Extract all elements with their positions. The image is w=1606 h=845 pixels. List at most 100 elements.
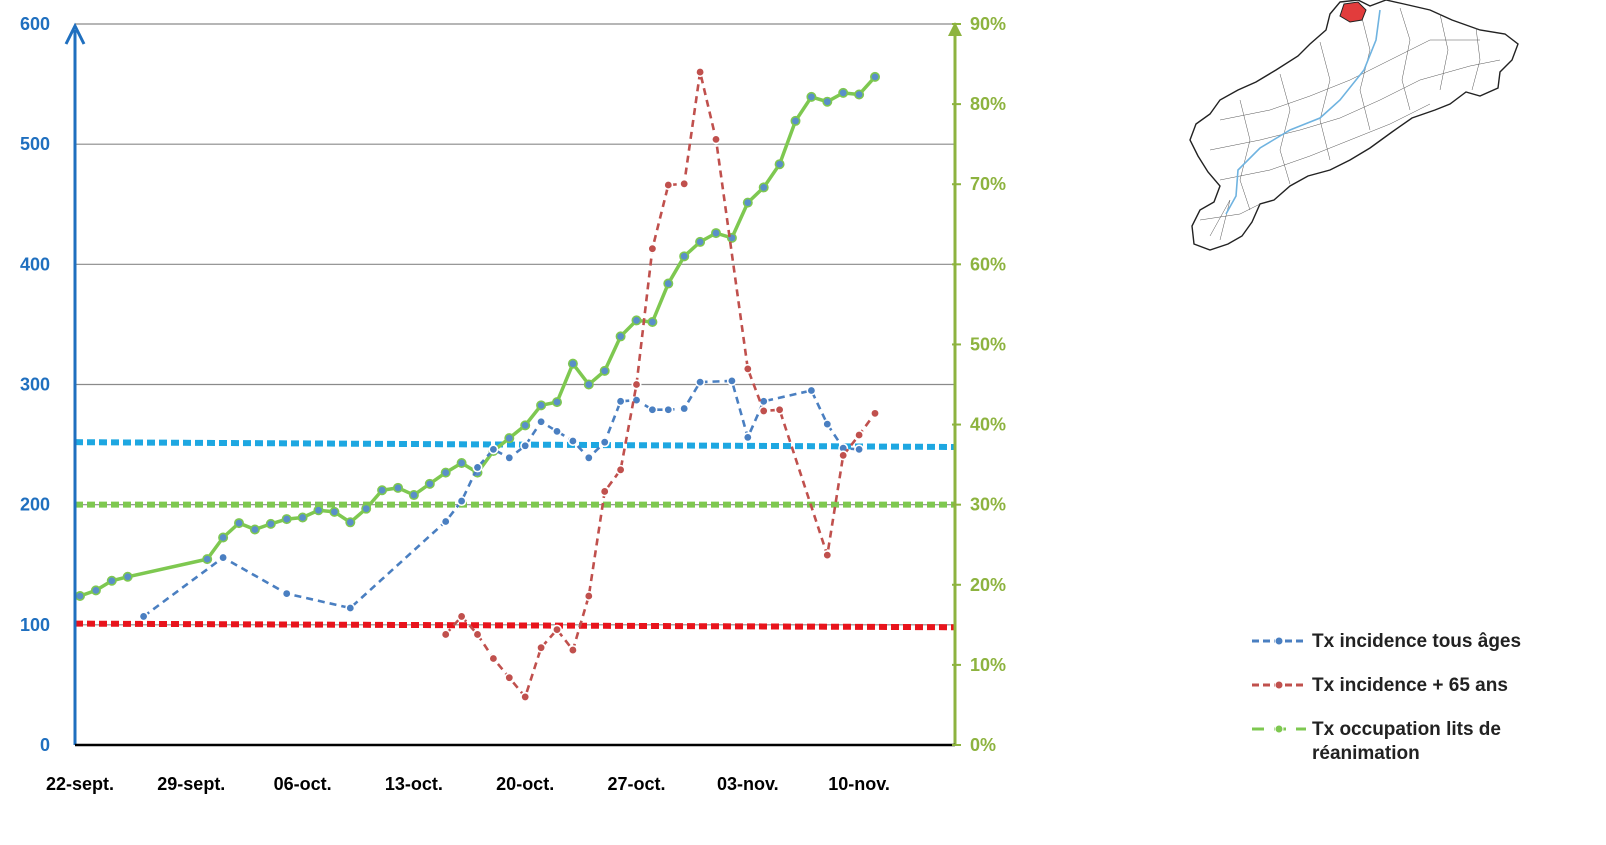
data-point: [615, 396, 626, 407]
data-point: [424, 478, 435, 489]
commune-borders: [1199, 7, 1501, 241]
x-tick-label: 22-sept.: [46, 774, 114, 794]
data-point: [838, 450, 849, 461]
data-point: [599, 437, 610, 448]
data-point: [695, 377, 706, 388]
data-point: [488, 444, 499, 455]
gridlines: [75, 23, 955, 626]
region-map-icon: [1189, 0, 1519, 251]
legend-label: Tx incidence tous âges: [1312, 631, 1522, 652]
data-point: [567, 435, 578, 446]
data-point: [822, 550, 833, 561]
data-point: [679, 251, 690, 262]
data-point: [726, 375, 737, 386]
data-point: [695, 67, 706, 78]
tick-labels: 0 100 200 300 400 500 600 0% 10% 20% 30% 40% 50% 60% 7…: [20, 14, 1006, 794]
data-point: [536, 400, 547, 411]
data-point: [869, 71, 880, 82]
data-point: [281, 514, 292, 525]
data-point: [440, 629, 451, 640]
data-point: [138, 611, 149, 622]
right-tick-label: 40%: [970, 415, 1006, 435]
data-point: [345, 603, 356, 614]
data-point: [647, 317, 658, 328]
x-tick-label: 27-oct.: [607, 774, 665, 794]
data-point: [408, 490, 419, 501]
highlighted-department: [1339, 1, 1367, 23]
data-point: [822, 419, 833, 430]
axes: [64, 22, 962, 747]
data-point: [758, 396, 769, 407]
data-point: [663, 180, 674, 191]
right-tick-label: 50%: [970, 334, 1006, 354]
data-point: [583, 452, 594, 463]
data-point: [361, 503, 372, 514]
data-point: [806, 91, 817, 102]
right-tick-label: 90%: [970, 14, 1006, 34]
data-point: [472, 629, 483, 640]
data-point: [488, 653, 499, 664]
series-line: [79, 75, 877, 598]
data-point: [758, 182, 769, 193]
data-point: [710, 134, 721, 145]
data-point: [758, 405, 769, 416]
data-point: [710, 228, 721, 239]
legend: Tx incidence tous âges Tx incidence + 65…: [1250, 630, 1600, 786]
left-tick-label: 400: [20, 254, 50, 274]
data-point: [504, 433, 515, 444]
legend-swatch-green-dashed: [1252, 724, 1306, 734]
x-tick-label: 10-nov.: [828, 774, 890, 794]
data-point: [567, 645, 578, 656]
legend-label: Tx occupation lits de réanimation: [1312, 719, 1501, 764]
data-point: [377, 485, 388, 496]
data-point: [106, 575, 117, 586]
data-point: [249, 524, 260, 535]
data-point: [536, 416, 547, 427]
right-tick-label: 80%: [970, 94, 1006, 114]
data-point: [551, 426, 562, 437]
data-point: [456, 458, 467, 469]
left-tick-label: 500: [20, 134, 50, 154]
right-tick-label: 60%: [970, 254, 1006, 274]
data-point: [122, 571, 133, 582]
right-tick-label: 70%: [970, 174, 1006, 194]
legend-label: Tx incidence + 65 ans: [1312, 675, 1508, 696]
data-point: [234, 518, 245, 529]
data-point: [742, 432, 753, 443]
data-point: [583, 590, 594, 601]
left-tick-label: 0: [40, 735, 50, 755]
data-point: [218, 532, 229, 543]
threshold-line: [74, 439, 956, 450]
data-point: [663, 278, 674, 289]
data-point: [822, 96, 833, 107]
x-tick-label: 06-oct.: [274, 774, 332, 794]
data-point: [345, 517, 356, 528]
right-tick-label: 10%: [970, 655, 1006, 675]
data-point: [838, 87, 849, 98]
chart: 0 100 200 300 400 500 600 0% 10% 20% 30% 40% 50% 60% 7…: [20, 14, 1006, 794]
data-point: [774, 159, 785, 170]
series-incidence-all: [138, 375, 865, 622]
series-line: [142, 379, 860, 618]
data-point: [551, 624, 562, 635]
right-axis-arrow-icon: [948, 22, 962, 36]
data-point: [869, 408, 880, 419]
data-point: [631, 379, 642, 390]
left-tick-label: 300: [20, 375, 50, 395]
data-point: [456, 496, 467, 507]
data-point: [679, 178, 690, 189]
region-outline: [1189, 0, 1519, 251]
right-tick-label: 30%: [970, 495, 1006, 515]
data-point: [583, 379, 594, 390]
left-tick-label: 600: [20, 14, 50, 34]
data-point: [218, 552, 229, 563]
data-point: [520, 691, 531, 702]
data-point: [440, 467, 451, 478]
data-point: [854, 89, 865, 100]
legend-item-incidence-65: Tx incidence + 65 ans: [1250, 674, 1600, 698]
threshold-lines: [74, 439, 956, 631]
data-point: [536, 642, 547, 653]
data-point: [679, 403, 690, 414]
data-point: [742, 197, 753, 208]
data-point: [790, 115, 801, 126]
